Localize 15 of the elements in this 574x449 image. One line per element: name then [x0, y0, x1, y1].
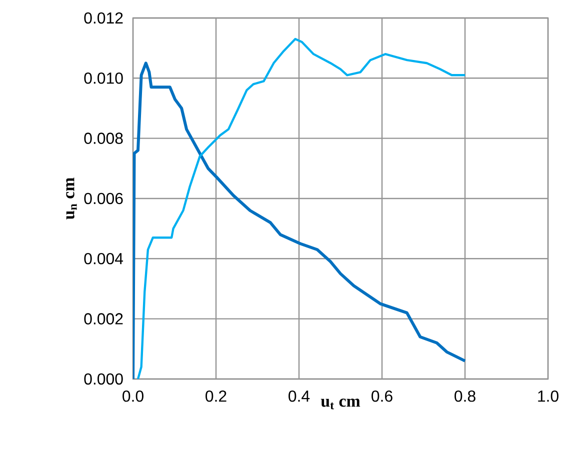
x-tick-label: 0.8: [454, 390, 476, 402]
y-tick-label: 0.012: [84, 12, 123, 24]
y-tick-label: 0.006: [84, 192, 123, 204]
x-tick-label: 1.0: [538, 390, 558, 402]
x-tick-label: 0.2: [206, 390, 226, 402]
y-tick-label: 0.002: [84, 313, 123, 324]
y-tick-label: 0.008: [84, 132, 123, 144]
y-axis-title: u$_{n}$ cm: [66, 178, 77, 220]
x-tick-label: 0.0: [122, 390, 144, 402]
y-tick-label: 0.000: [84, 373, 123, 385]
x-tick-label: 0.4: [288, 390, 310, 402]
y-tick-label: 0.010: [84, 72, 123, 84]
x-axis-title: u$_{t}$ cm: [320, 398, 360, 410]
y-tick-label: 0.004: [84, 253, 124, 264]
x-tick-label: 0.6: [372, 390, 392, 402]
